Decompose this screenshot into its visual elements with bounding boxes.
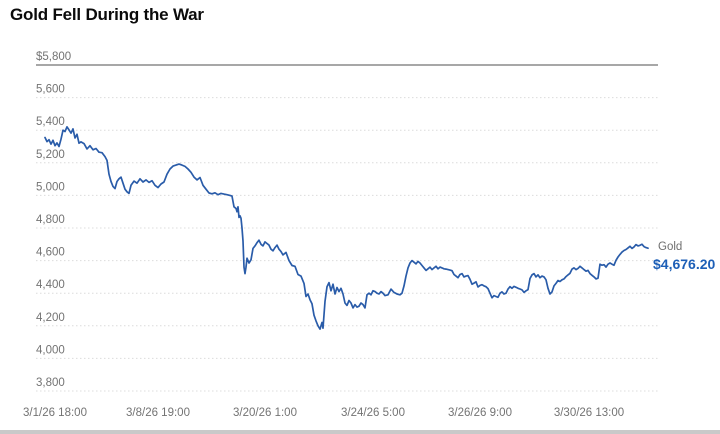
y-tick-label: 5,400 — [36, 116, 65, 128]
x-tick-label: 3/24/26 5:00 — [341, 407, 405, 419]
x-tick-label: 3/30/26 13:00 — [554, 407, 624, 419]
y-tick-label: 4,200 — [36, 312, 65, 324]
chart-title: Gold Fell During the War — [10, 5, 204, 24]
y-tick-label: 3,800 — [36, 377, 65, 389]
last-price-label: $4,676.20 — [653, 256, 716, 272]
x-tick-label: 3/1/26 18:00 — [23, 407, 87, 419]
y-tick-label: 4,800 — [36, 214, 65, 226]
y-tick-label: 4,400 — [36, 279, 65, 291]
x-tick-label: 3/20/26 1:00 — [233, 407, 297, 419]
bottom-divider — [0, 430, 720, 434]
y-tick-label: 5,000 — [36, 181, 65, 193]
y-tick-label: 4,600 — [36, 247, 65, 259]
y-tick-label: 5,200 — [36, 149, 65, 161]
x-tick-label: 3/8/26 19:00 — [126, 407, 190, 419]
gold-price-line — [44, 126, 649, 330]
y-tick-label: $5,800 — [36, 51, 71, 63]
y-tick-label: 5,600 — [36, 84, 65, 96]
y-tick-label: 4,000 — [36, 344, 65, 356]
series-name-label: Gold — [658, 241, 683, 253]
x-tick-label: 3/26/26 9:00 — [448, 407, 512, 419]
